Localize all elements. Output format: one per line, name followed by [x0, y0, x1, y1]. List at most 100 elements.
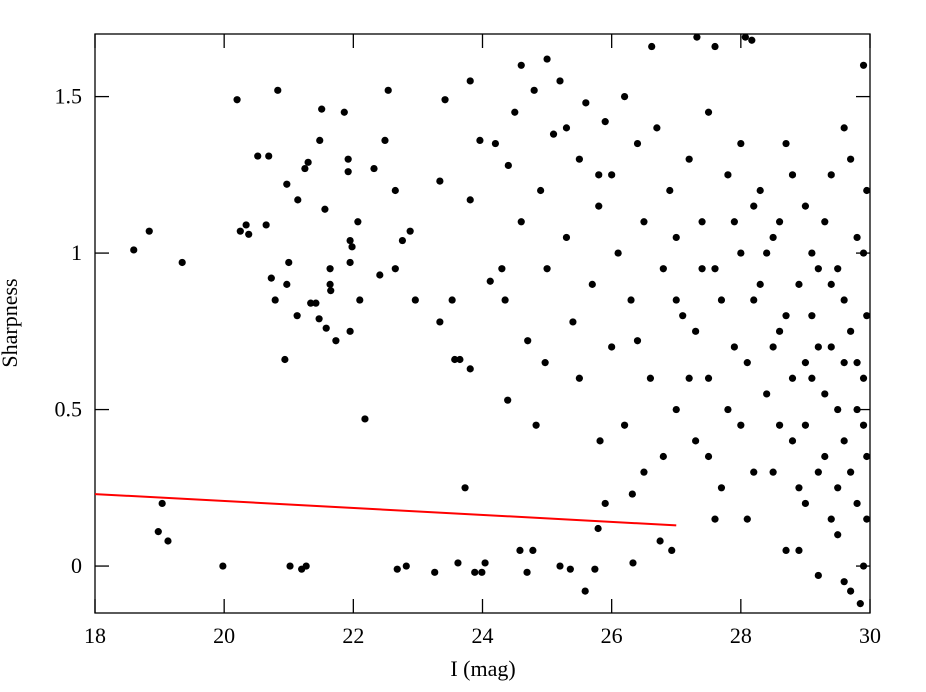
- data-point: [265, 152, 273, 160]
- data-point: [633, 139, 642, 148]
- data-point: [307, 299, 315, 307]
- data-point: [692, 437, 700, 445]
- plot-frame: [94, 33, 871, 614]
- data-point: [853, 359, 861, 367]
- data-point: [354, 218, 362, 226]
- data-point: [543, 265, 551, 273]
- data-point: [233, 96, 241, 104]
- data-point: [406, 227, 414, 235]
- data-point: [627, 296, 635, 304]
- data-point: [863, 312, 870, 320]
- data-point: [294, 196, 302, 204]
- data-point: [281, 355, 289, 364]
- data-point: [356, 296, 364, 304]
- data-point: [411, 296, 419, 304]
- data-point: [575, 374, 583, 382]
- data-point: [814, 571, 822, 580]
- data-point: [769, 343, 777, 351]
- data-point: [775, 218, 784, 226]
- data-point: [130, 246, 138, 254]
- data-point: [595, 171, 603, 179]
- data-point: [756, 186, 764, 195]
- data-point: [821, 452, 829, 461]
- data-point: [441, 96, 449, 104]
- data-point: [685, 374, 693, 382]
- data-point: [628, 490, 636, 498]
- data-point: [834, 265, 842, 273]
- data-point: [286, 562, 294, 570]
- data-point: [750, 202, 758, 210]
- data-point: [737, 249, 745, 257]
- data-point: [245, 230, 253, 238]
- data-point: [454, 559, 462, 567]
- data-point: [693, 34, 701, 41]
- data-point: [853, 233, 861, 242]
- data-point: [511, 108, 519, 116]
- data-point: [847, 587, 855, 595]
- data-point: [840, 359, 848, 367]
- data-point: [283, 280, 291, 288]
- data-point: [666, 186, 674, 195]
- data-point: [302, 562, 310, 570]
- data-point: [704, 452, 713, 461]
- data-point: [340, 108, 348, 116]
- data-point: [704, 108, 713, 116]
- data-point: [517, 218, 525, 226]
- data-point: [154, 528, 162, 536]
- data-point: [608, 171, 616, 179]
- data-point: [724, 405, 732, 414]
- data-point: [782, 312, 790, 320]
- data-point: [859, 374, 868, 382]
- data-point: [262, 221, 270, 229]
- data-point: [801, 359, 810, 367]
- data-point: [164, 537, 172, 545]
- data-point: [672, 405, 680, 414]
- data-point: [748, 36, 756, 44]
- data-point: [775, 327, 784, 335]
- data-point: [801, 202, 810, 210]
- data-point: [562, 124, 571, 132]
- data-point: [344, 168, 352, 176]
- data-point: [322, 324, 330, 332]
- data-point: [431, 568, 439, 576]
- data-point: [608, 343, 616, 351]
- data-point: [530, 86, 538, 94]
- data-point: [679, 312, 687, 320]
- data-point: [788, 374, 797, 382]
- data-point: [788, 437, 797, 445]
- data-point: [808, 249, 816, 257]
- data-point: [698, 265, 706, 273]
- data-point: [456, 355, 464, 364]
- data-point: [717, 296, 726, 304]
- data-point: [327, 287, 335, 295]
- data-point: [827, 515, 835, 523]
- y-tick-label: 1: [71, 240, 82, 265]
- data-point: [274, 86, 282, 94]
- data-point: [582, 99, 590, 107]
- data-point: [692, 327, 700, 335]
- data-point: [808, 312, 816, 320]
- x-tick-label: 30: [859, 623, 881, 648]
- data-point: [466, 365, 474, 373]
- data-point: [158, 499, 166, 508]
- x-tick-label: 26: [601, 623, 623, 648]
- data-point: [566, 565, 574, 573]
- data-point: [668, 546, 676, 555]
- x-tick-label: 20: [213, 623, 235, 648]
- data-point: [486, 277, 494, 285]
- data-point: [326, 280, 334, 288]
- data-point: [750, 468, 758, 476]
- data-point: [391, 186, 399, 195]
- data-point: [498, 265, 506, 273]
- data-point: [601, 118, 609, 126]
- data-point: [301, 164, 309, 173]
- data-point: [451, 355, 459, 364]
- data-point: [814, 343, 822, 351]
- data-point: [659, 452, 667, 461]
- data-point: [614, 249, 622, 257]
- data-point: [834, 484, 842, 492]
- data-point: [543, 55, 551, 63]
- data-point: [271, 296, 279, 304]
- data-point: [537, 186, 545, 195]
